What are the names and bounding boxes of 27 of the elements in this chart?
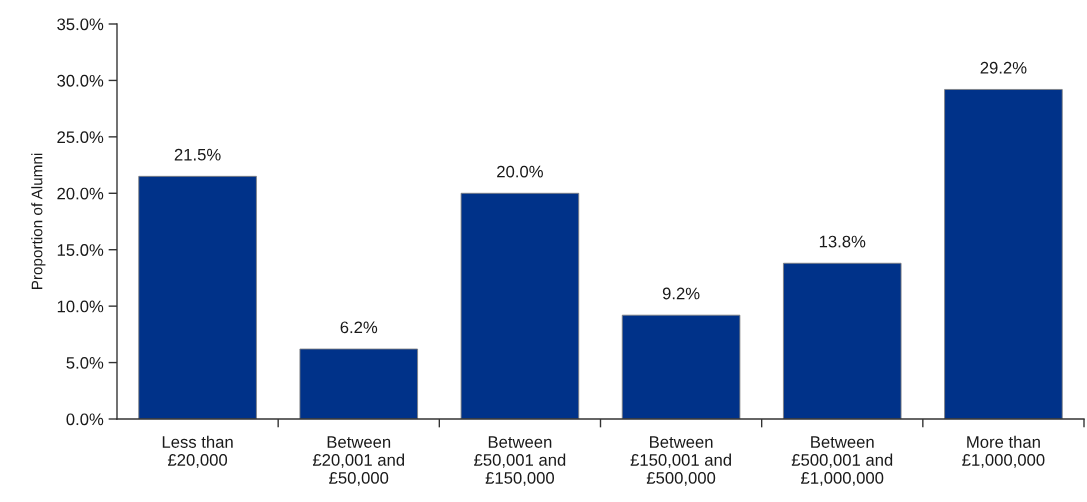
y-tick-label: 10.0% [57, 300, 104, 313]
data-label: 9.2% [662, 287, 700, 300]
y-tick-label: 30.0% [57, 74, 104, 87]
y-axis-title: Proportion of Alumni [31, 153, 46, 290]
data-label: 6.2% [340, 321, 378, 334]
data-label: 13.8% [819, 235, 866, 248]
bar [299, 348, 418, 419]
y-tick-label: 35.0% [57, 18, 104, 31]
x-tick-label: Between £20,001 and £50,000 [312, 436, 405, 486]
bar [460, 192, 580, 419]
x-tick-label: Between £500,001 and £1,000,000 [791, 436, 893, 486]
y-tick-label: 25.0% [57, 131, 104, 144]
bar [783, 262, 902, 419]
x-tick-label: Between £50,001 and £150,000 [474, 436, 566, 486]
bar [621, 314, 741, 419]
x-tick-label: Between £150,001 and £500,000 [630, 436, 731, 486]
data-label: 21.5% [174, 148, 221, 161]
y-tick-label: 0.0% [66, 413, 104, 426]
data-label: 20.0% [497, 165, 543, 178]
data-label: 29.2% [980, 61, 1027, 74]
bar [138, 175, 257, 419]
y-tick-label: 15.0% [57, 244, 104, 256]
bar [944, 89, 1063, 419]
y-tick-label: 5.0% [66, 356, 104, 369]
x-tick-label: Less than £20,000 [162, 435, 233, 468]
x-tick-label: More than £1,000,000 [962, 435, 1045, 468]
y-tick-label: 20.0% [57, 187, 104, 200]
